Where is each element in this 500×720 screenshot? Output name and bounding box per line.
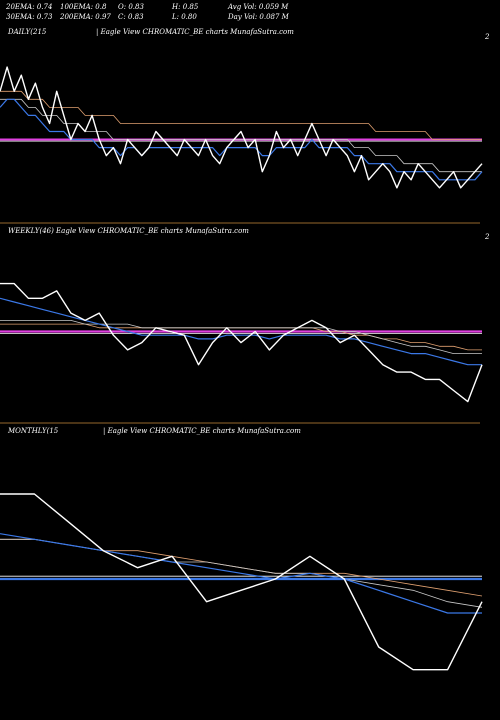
header-row1-item-1: 100EMA: 0.8 <box>60 3 107 11</box>
price-line <box>0 282 483 403</box>
daily-panel-caption: | Eagle View CHROMATIC_BE charts MunafaS… <box>96 28 294 36</box>
header-row2-item-1: 200EMA: 0.97 <box>60 13 111 21</box>
weekly-panel-title: WEEKLY(46) Eagle <box>8 227 77 235</box>
ema-fast-line <box>0 297 482 366</box>
daily-chart: 2 <box>0 33 490 224</box>
header-row2-item-4: Day Vol: 0.087 M <box>228 13 289 21</box>
price-line <box>0 66 483 189</box>
monthly-panel-caption: | Eagle View CHROMATIC_BE charts MunafaS… <box>103 427 301 435</box>
header-row1-item-2: O: 0.83 <box>118 3 144 11</box>
corner-label: 2 <box>484 33 490 41</box>
price-line <box>0 493 483 671</box>
header-row1-item-0: 20EMA: 0.74 <box>6 3 53 11</box>
weekly-panel-caption: View CHROMATIC_BE charts MunafaSutra.com <box>78 227 249 235</box>
ema-long-line <box>0 90 482 140</box>
ema-fast-line <box>0 533 482 614</box>
header-row2-item-3: L: 0.80 <box>172 13 197 21</box>
monthly-panel-title: MONTHLY(15 <box>8 427 59 435</box>
monthly-chart <box>0 493 483 671</box>
ema-slow-line <box>0 320 482 355</box>
corner-label: 2 <box>484 233 490 241</box>
header-row2-item-2: C: 0.83 <box>118 13 144 21</box>
header-row1-item-3: H: 0.85 <box>172 3 199 11</box>
ema-fast-line <box>0 98 483 181</box>
weekly-chart: 2 <box>0 233 490 424</box>
header-row2-item-0: 30EMA: 0.73 <box>6 13 53 21</box>
header-row1-item-4: Avg Vol: 0.059 M <box>228 3 289 11</box>
daily-panel-title: DAILY(215 <box>8 28 47 36</box>
